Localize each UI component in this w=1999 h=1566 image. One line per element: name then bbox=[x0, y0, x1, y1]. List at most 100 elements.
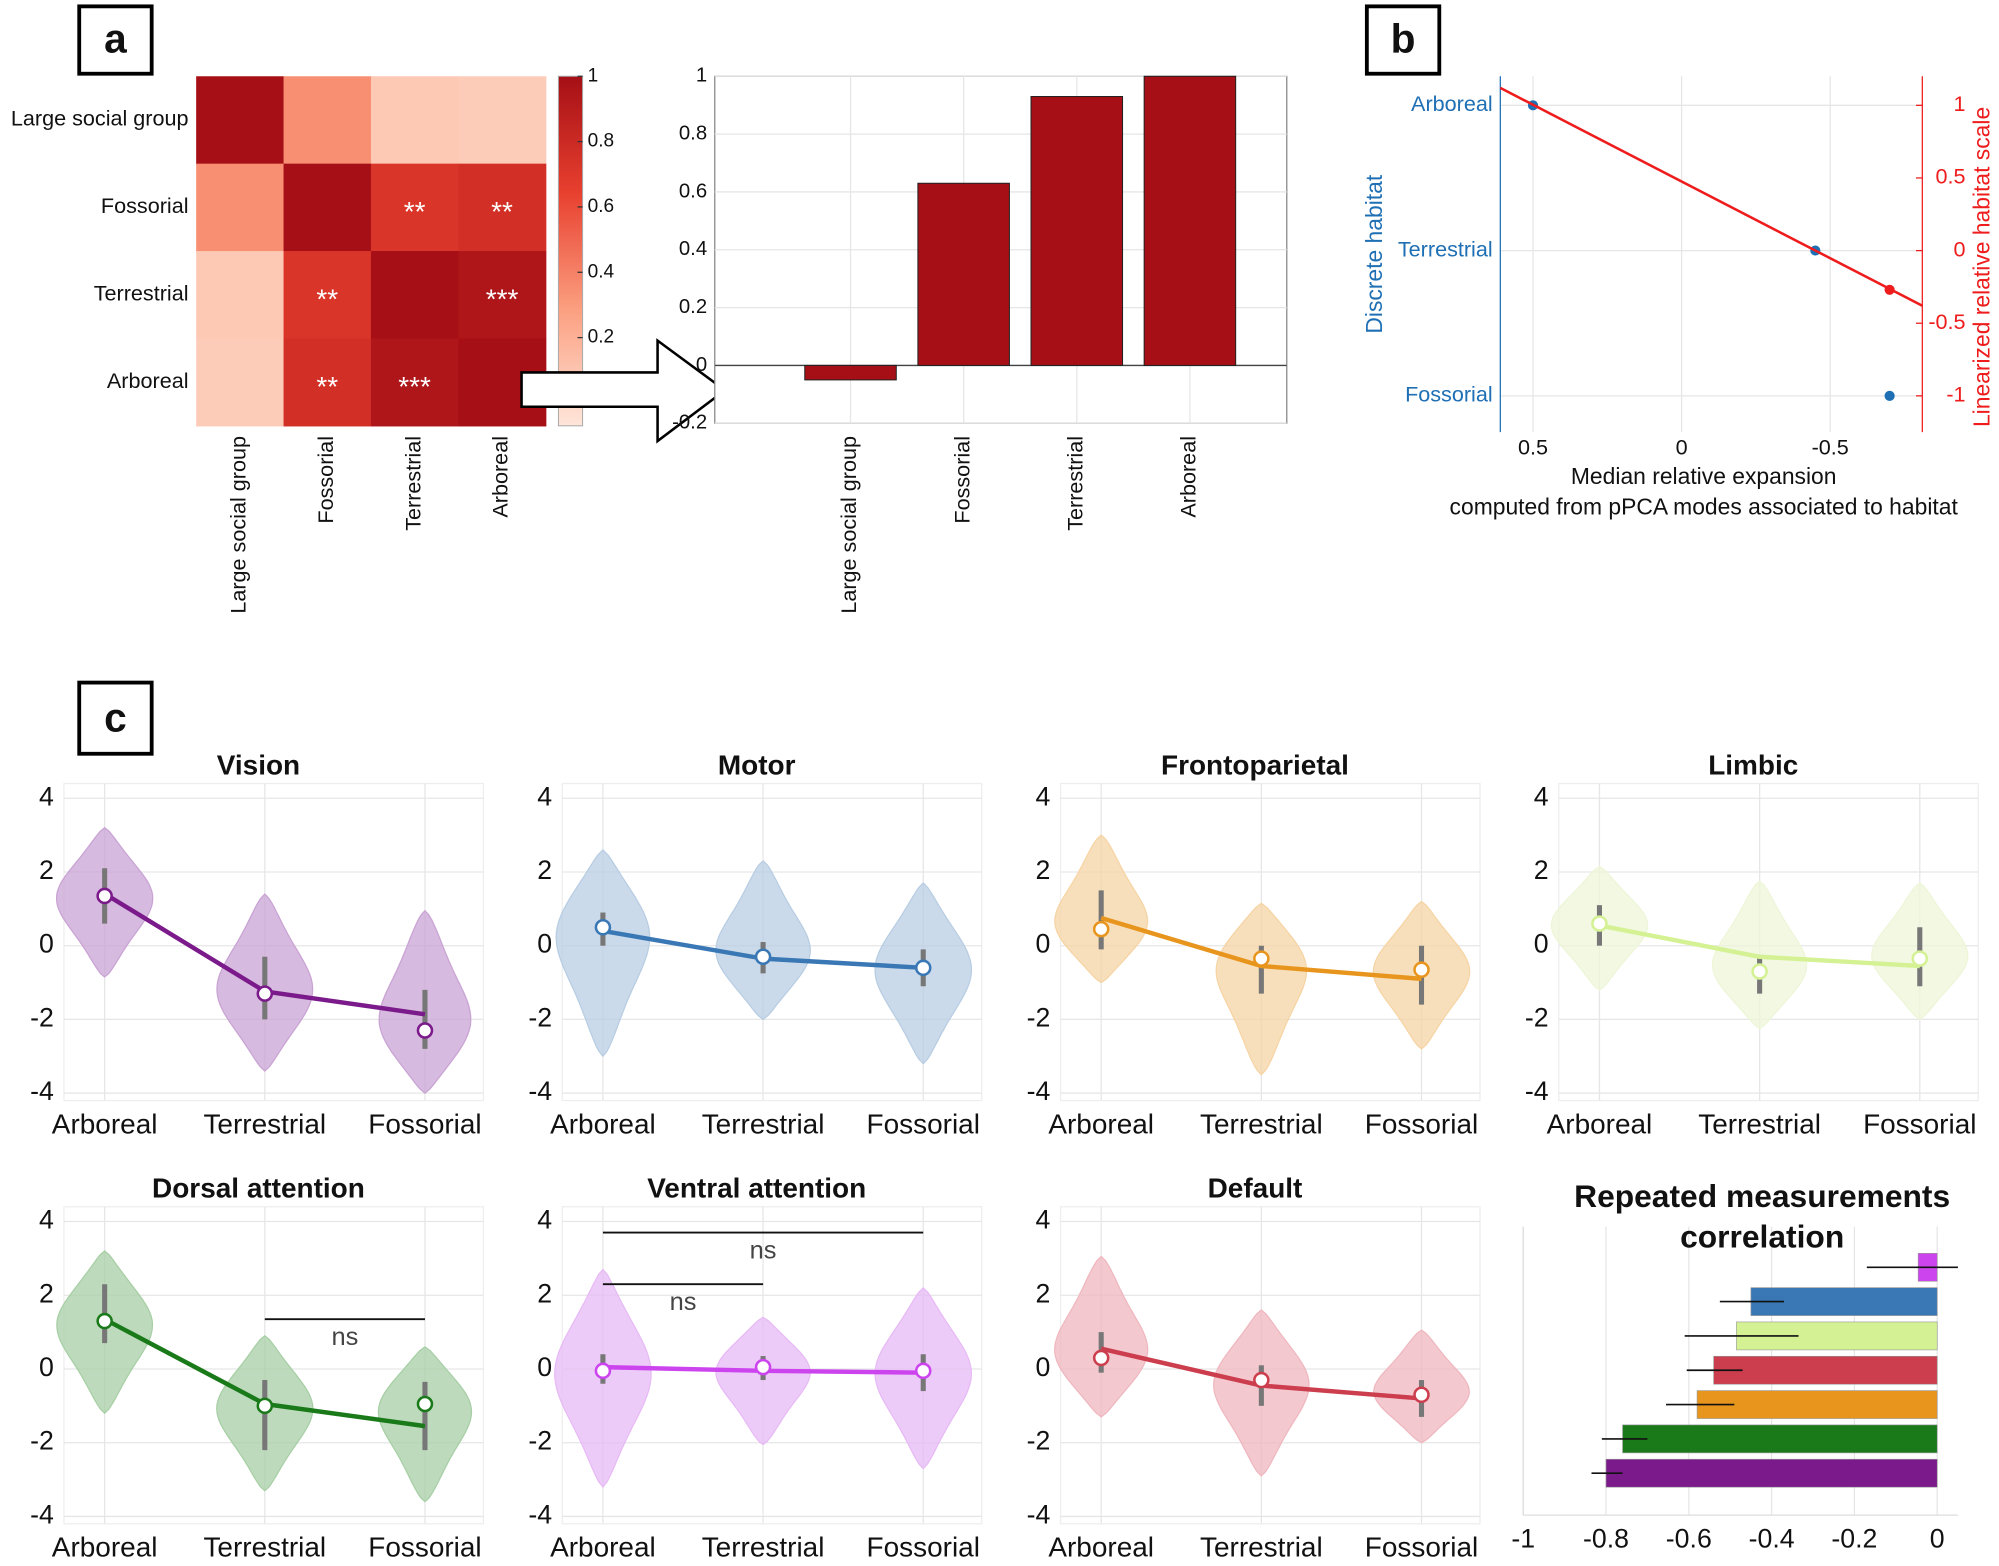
x-tick-label: Arboreal bbox=[550, 1532, 656, 1563]
colorbar-tick-label: 0.8 bbox=[588, 131, 614, 152]
significance-stars: *** bbox=[486, 283, 519, 314]
x-tick-label: Terrestrial bbox=[702, 1532, 825, 1563]
violin-panel: -4 -2 0 2 4 Arboreal Terrestrial Fossorial Ventr… bbox=[528, 1173, 983, 1563]
panel-title: Limbic bbox=[1708, 749, 1798, 780]
y2-axis-label: Linearized relative habitat scale bbox=[1968, 107, 1994, 427]
median bbox=[416, 1022, 434, 1039]
bar bbox=[917, 182, 1010, 366]
y-tick-label: -2 bbox=[1027, 1002, 1051, 1032]
panel-label-c: c bbox=[77, 680, 154, 756]
median bbox=[1092, 1349, 1110, 1367]
y-tick-label: 2 bbox=[39, 1278, 54, 1308]
heatmap-cell bbox=[283, 76, 372, 165]
heatmap-cell bbox=[283, 251, 372, 340]
heatmap-cell bbox=[370, 338, 459, 427]
panel-title: Vision bbox=[217, 749, 300, 780]
significance-label: ns bbox=[670, 1288, 697, 1316]
y-tick-label: 0 bbox=[39, 929, 54, 959]
violin-panel: -4 -2 0 2 4 Arboreal Terrestrial Fossorial Defau… bbox=[1027, 1173, 1481, 1563]
bar bbox=[1030, 96, 1124, 366]
heatmap-cell bbox=[458, 251, 547, 340]
bar bbox=[1622, 1424, 1938, 1454]
panel-label: c bbox=[104, 694, 127, 740]
violin-panel: -4 -2 0 2 4 Arboreal Terrestrial Fossorial Motor bbox=[528, 749, 983, 1139]
bar bbox=[1713, 1355, 1938, 1385]
y-tick-label: -2 bbox=[528, 1426, 552, 1456]
y-tick-label: 2 bbox=[537, 1278, 552, 1308]
median bbox=[1591, 915, 1608, 932]
x-tick-label: -0.4 bbox=[1749, 1524, 1795, 1554]
panel-label-b: b bbox=[1364, 4, 1442, 76]
panel-title: Default bbox=[1208, 1173, 1303, 1204]
panel-label: b bbox=[1391, 16, 1416, 62]
x-tick-label: -0.2 bbox=[1831, 1524, 1877, 1554]
x-tick-label: Terrestrial bbox=[203, 1108, 326, 1139]
y-tick-label: 0.6 bbox=[679, 180, 707, 202]
heatmap-cell bbox=[196, 76, 285, 165]
colorbar-tick-label: 0.6 bbox=[588, 196, 614, 217]
y-tick-label: -2 bbox=[1027, 1426, 1051, 1456]
median bbox=[1413, 1386, 1430, 1404]
x-tick-label: Fossorial bbox=[368, 1108, 481, 1139]
significance-stars: ** bbox=[316, 371, 338, 402]
column-label: Fossorial bbox=[313, 436, 338, 524]
x-tick-label: Arboreal bbox=[1176, 436, 1201, 518]
y-tick-label: 0 bbox=[1036, 929, 1051, 959]
significance-stars: ** bbox=[404, 196, 426, 227]
x-tick-label: Arboreal bbox=[550, 1108, 656, 1139]
violin-panel: -4 -2 0 2 4 Arboreal Terrestrial Fossorial Visio… bbox=[30, 749, 485, 1139]
y-tick-label: 0.2 bbox=[679, 296, 707, 318]
bar bbox=[1696, 1390, 1938, 1419]
x-tick-label: Terrestrial bbox=[1200, 1532, 1323, 1563]
y2-tick-label: -1 bbox=[1946, 382, 1965, 407]
x-tick-label: 0 bbox=[1676, 434, 1688, 459]
colorbar bbox=[557, 75, 584, 427]
x-tick-label: Arboreal bbox=[1048, 1532, 1154, 1563]
heatmap-cell bbox=[196, 338, 285, 427]
y2-tick-label: 0.5 bbox=[1936, 164, 1966, 189]
colorbar-tick-label: 0.2 bbox=[588, 327, 614, 348]
point bbox=[1884, 390, 1895, 401]
x-tick-label: Arboreal bbox=[1547, 1108, 1653, 1139]
y-tick-label: Fossorial bbox=[1405, 382, 1493, 407]
trend-line bbox=[1599, 923, 1920, 969]
panel-title: Motor bbox=[718, 749, 796, 780]
panel-label-a: a bbox=[77, 4, 154, 76]
y-tick-label: 2 bbox=[39, 855, 54, 885]
y-tick-label: -2 bbox=[1525, 1002, 1549, 1032]
median bbox=[914, 959, 932, 977]
y-tick-label: 2 bbox=[1036, 1278, 1051, 1308]
violin bbox=[715, 860, 811, 1021]
chart-title: Repeated measurements bbox=[1574, 1178, 1950, 1214]
y-tick-label: 4 bbox=[537, 1205, 552, 1235]
median bbox=[1253, 1371, 1270, 1389]
x-tick-label: Terrestrial bbox=[1062, 436, 1087, 531]
row-label: Terrestrial bbox=[94, 280, 189, 305]
y-tick-label: -2 bbox=[528, 1002, 552, 1032]
violin bbox=[715, 1316, 811, 1446]
y-axis-label: Discrete habitat bbox=[1361, 174, 1387, 333]
y-tick-label: 0.4 bbox=[679, 238, 707, 260]
row-label: Fossorial bbox=[101, 193, 189, 218]
x-tick-label: Terrestrial bbox=[702, 1108, 825, 1139]
y-tick-label: 0 bbox=[696, 354, 707, 376]
y-tick-label: 4 bbox=[1534, 781, 1549, 811]
heatmap-cell bbox=[370, 163, 459, 252]
colorbar-tick-label: 0.4 bbox=[588, 261, 615, 282]
x-tick-label: Fossorial bbox=[949, 436, 974, 524]
y-tick-label: 4 bbox=[39, 781, 54, 811]
panel-label: a bbox=[104, 16, 127, 62]
y2-tick-label: 1 bbox=[1954, 91, 1966, 116]
colorbar-tick-label: 1 bbox=[588, 65, 599, 86]
median bbox=[754, 948, 772, 966]
chart-title: correlation bbox=[1680, 1219, 1844, 1255]
plot-area bbox=[63, 782, 485, 1102]
x-tick-label: Terrestrial bbox=[203, 1532, 326, 1563]
x-tick-label: Fossorial bbox=[368, 1532, 481, 1563]
y-tick-label: 0.8 bbox=[679, 122, 707, 144]
panel-title: Ventral attention bbox=[647, 1173, 866, 1204]
heatmap-cell bbox=[458, 163, 547, 252]
y-tick-label: 0 bbox=[1036, 1352, 1051, 1382]
panel-label-box bbox=[77, 680, 154, 756]
